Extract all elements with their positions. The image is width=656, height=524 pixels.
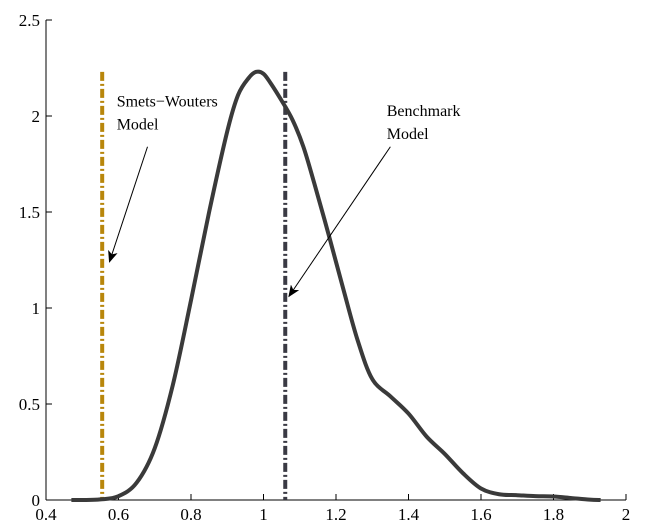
smets-wouters-arrow [108,146,148,263]
x-tick-label: 1.2 [325,505,346,524]
y-tick-label: 2.5 [19,11,40,30]
y-tick-label: 0.5 [19,395,40,414]
x-tick-label: 0.4 [35,505,57,524]
benchmark-label-line2: Model [387,126,429,143]
x-tick-label: 1 [259,505,268,524]
y-tick-label: 0 [32,491,41,510]
density-series [71,69,601,503]
smets-wouters-label-line1: Smets−Wouters [117,93,218,110]
annotations: Smets−Wouters Model Benchmark Model [108,93,461,298]
reference-lines [100,71,288,500]
x-tick-label: 0.8 [180,505,201,524]
x-tick-label: 1.8 [543,505,564,524]
smets-wouters-label-line2: Model [117,116,159,133]
x-tick-label: 1.6 [470,505,491,524]
axis-ticks: 0.4 0.6 0.8 1 1.2 1.4 1.6 1.8 2 0 0.5 1 1.5 2 2.5 [19,11,631,524]
density-curve [71,69,601,503]
x-tick-label: 1.4 [398,505,420,524]
y-tick-label: 2 [32,107,41,126]
benchmark-label-line1: Benchmark [387,103,461,120]
y-tick-label: 1.5 [19,203,40,222]
x-tick-label: 0.6 [108,505,129,524]
y-tick-label: 1 [32,299,41,318]
benchmark-arrow [288,146,391,298]
x-tick-label: 2 [622,505,631,524]
